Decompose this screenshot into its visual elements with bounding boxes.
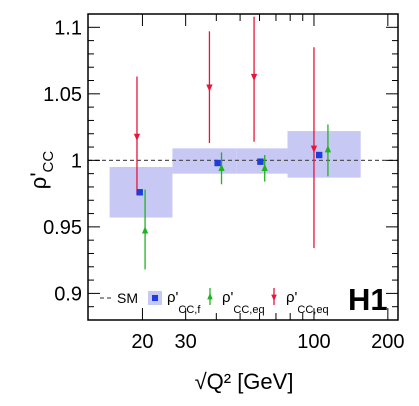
legend-label-sub: CC,eq [297, 304, 328, 316]
y-tick-label: 1 [71, 150, 82, 172]
svg-text:ρ'CC: ρ'CC [26, 151, 57, 190]
legend: SM ρ'CC,fρ'CC,eqρ'CC,eq [100, 288, 329, 316]
legend-marker-triangle-up [207, 293, 213, 300]
y-axis-title: ρ'CC [26, 151, 57, 190]
x-axis-title: √Q² [GeV] [195, 369, 294, 394]
plot-frame [87, 13, 399, 321]
marker-square-0 [136, 189, 143, 196]
marker-triangle-up-3 [324, 145, 332, 153]
marker-triangle-up-1 [218, 163, 225, 172]
y-tick-label: 0.9 [54, 283, 82, 305]
legend-marker-square [152, 295, 158, 301]
legend-label-1: ρ'CC,eq [222, 289, 265, 316]
uncertainty-bands [109, 131, 361, 218]
y-tick-label: 0.95 [43, 217, 82, 239]
legend-marker-triangle-down [271, 294, 277, 301]
marker-square-2 [257, 158, 264, 165]
x-tick-label: 20 [131, 331, 153, 353]
y-axis-title-main: ρ' [26, 172, 51, 189]
band-0-3 [287, 131, 361, 178]
legend-label-main: ρ' [286, 289, 298, 306]
marker-triangle-up-0 [141, 226, 149, 234]
experiment-label: H1 [348, 282, 388, 317]
x-tick-label: 200 [371, 331, 404, 353]
axis-ticks [88, 13, 398, 321]
y-tick-label: 1.05 [43, 84, 82, 106]
legend-label-0: ρ'CC,f [167, 289, 201, 316]
marker-square-3 [315, 151, 323, 159]
marker-triangle-down-0 [133, 133, 141, 141]
legend-label-main: ρ' [167, 289, 179, 306]
marker-triangle-down-2 [250, 73, 258, 82]
band-0-1 [172, 148, 237, 174]
marker-triangle-down-1 [206, 84, 213, 92]
data-markers [133, 73, 332, 234]
legend-label-sub: CC,f [178, 304, 201, 316]
legend-label-main: ρ' [222, 289, 234, 306]
x-tick-label: 100 [297, 331, 330, 353]
marker-triangle-up-2 [261, 163, 268, 172]
y-tick-label: 1.1 [54, 17, 82, 39]
marker-triangle-down-3 [310, 145, 318, 153]
legend-label-2: ρ'CC,eq [286, 289, 329, 316]
x-tick-label: 30 [175, 331, 197, 353]
marker-square-1 [214, 159, 221, 167]
legend-sm-label: SM [117, 290, 138, 306]
y-axis-title-sub: CC [40, 151, 57, 173]
tick-labels: 0.9 0.95 1 1.05 1.1 20 30 100 200 [43, 17, 404, 353]
legend-label-sub: CC,eq [233, 304, 264, 316]
